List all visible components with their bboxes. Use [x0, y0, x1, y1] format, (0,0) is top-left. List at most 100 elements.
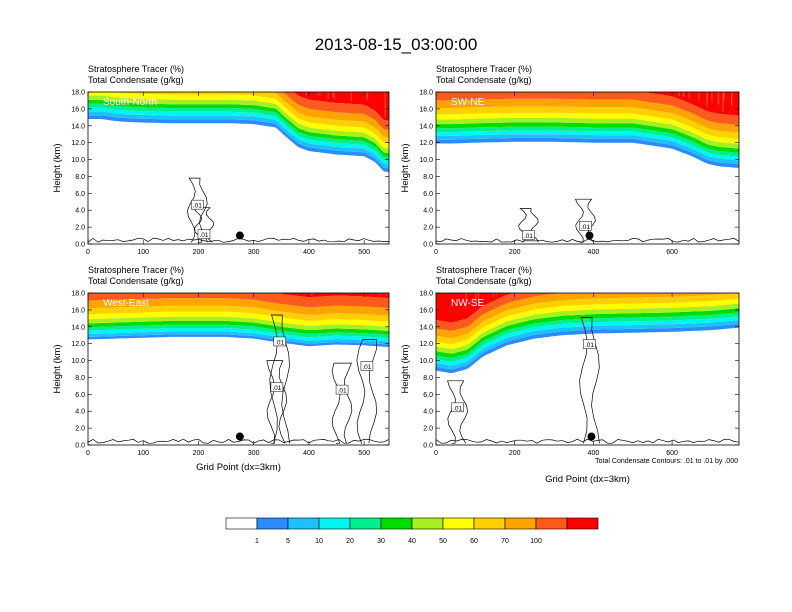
y-tick-label: 12.0	[419, 341, 433, 348]
colorbar-cell	[318, 517, 351, 530]
panel-name: SW-NE	[451, 97, 484, 108]
tracer-streak	[335, 92, 337, 100]
y-tick-label: 8.0	[75, 375, 85, 382]
tracer-band-9	[436, 98, 739, 133]
tracer-band-8	[88, 305, 389, 322]
tracer-streak	[312, 293, 314, 295]
tracer-streak	[680, 92, 682, 97]
contour-label: .01	[585, 342, 594, 349]
tracer-streak	[383, 92, 385, 106]
panel-label-tracer: Stratosphere Tracer (%)	[436, 64, 532, 74]
y-tick-label: 16.0	[71, 106, 85, 113]
tracer-streak	[371, 293, 373, 295]
colorbar-cell	[566, 517, 599, 530]
colorbar-cell	[504, 517, 537, 530]
y-axis-label: Height (km)	[52, 143, 63, 192]
tracer-band-10	[436, 293, 563, 331]
y-tick-label: 16.0	[419, 106, 433, 113]
x-tick-label: 100	[137, 249, 149, 256]
tracer-streak	[477, 293, 480, 301]
panel-nw-se: .01 .01 0.0 2.0 4.0 6.0 8.0 10.0 12.0 14.0 16.0 18.…	[400, 265, 740, 485]
colorbar-label: 20	[346, 538, 354, 545]
colorbar: 1 5 10 20 30 40 50 60 70 100	[225, 517, 599, 545]
y-tick-label: 16.0	[71, 307, 85, 314]
x-axis-label: Grid Point (dx=3km)	[545, 474, 630, 485]
contour-label: .01	[193, 203, 202, 210]
tracer-band-9	[88, 298, 389, 316]
y-tick-label: 4.0	[75, 208, 85, 215]
tracer-band-2	[436, 320, 739, 370]
colorbar-cell	[473, 517, 506, 530]
x-tick-label: 200	[509, 450, 521, 457]
colorbar-cell	[411, 517, 444, 530]
contour-label-box	[191, 199, 204, 210]
panel-label-condensate: Total Condensate (g/kg)	[88, 276, 184, 286]
plot-frame	[87, 91, 390, 245]
tracer-streak	[698, 92, 700, 100]
colorbar-label: 40	[408, 538, 416, 545]
colorbar-label: 5	[286, 538, 290, 545]
tracer-band-1	[436, 323, 739, 374]
tracer-streak	[365, 92, 367, 102]
x-tick-label: 200	[193, 249, 205, 256]
tracer-band-5	[436, 308, 739, 358]
panel-label-tracer: Stratosphere Tracer (%)	[88, 64, 184, 74]
condensate-contours	[88, 314, 389, 444]
colorbar-cell	[256, 517, 289, 530]
contour-label-box	[583, 339, 596, 349]
y-tick-label: 10.0	[71, 358, 85, 365]
tracer-band-7	[88, 311, 389, 327]
tracer-band-7	[436, 298, 739, 350]
tracer-band-9	[436, 293, 734, 339]
y-axis-label: Height (km)	[400, 143, 411, 192]
tracer-band-1	[436, 138, 739, 168]
tracer-streak	[349, 293, 351, 295]
x-axis-label: Grid Point (dx=3km)	[196, 462, 281, 473]
panel-label-condensate: Total Condensate (g/kg)	[88, 75, 184, 85]
tracer-streak	[350, 92, 352, 102]
tracer-streak	[378, 293, 380, 296]
y-tick-label: 8.0	[75, 174, 85, 181]
colorbar-label: 60	[470, 538, 478, 545]
colorbar-label: 70	[501, 538, 509, 545]
y-tick-label: 14.0	[71, 324, 85, 331]
tracer-streak	[384, 92, 386, 118]
y-tick-label: 8.0	[423, 375, 433, 382]
y-tick-label: 0.0	[423, 242, 433, 249]
tracer-streak	[723, 92, 725, 101]
tracer-streak	[386, 293, 388, 296]
tracer-streak	[483, 293, 485, 299]
y-tick-label: 12.0	[71, 341, 85, 348]
tracer-band-5	[436, 122, 739, 153]
tracer-streak	[343, 293, 345, 295]
contour-label: .01	[338, 388, 347, 395]
y-tick-label: 6.0	[75, 392, 85, 399]
tracer-streak	[731, 92, 733, 106]
y-tick-label: 4.0	[423, 409, 433, 416]
tracer-band-3	[88, 328, 389, 342]
tracer-streak	[318, 293, 320, 295]
tracer-streak	[328, 293, 330, 295]
tracer-streak	[332, 92, 334, 98]
x-tick-label: 0	[86, 249, 90, 256]
contour-label-box	[451, 402, 464, 413]
tracer-band-11	[643, 92, 739, 116]
tracer-streak	[504, 293, 506, 295]
y-tick-label: 10.0	[71, 157, 85, 164]
y-tick-label: 18.0	[419, 90, 433, 97]
y-tick-label: 0.0	[75, 242, 85, 249]
contour-label-box	[270, 382, 284, 392]
tracer-band-2	[88, 111, 389, 169]
tracer-streak	[710, 92, 712, 102]
tracer-band-5	[88, 320, 389, 335]
plot-frame	[87, 292, 390, 446]
tracer-band-2	[436, 134, 739, 165]
tracer-streak	[719, 92, 721, 108]
location-marker	[585, 231, 594, 240]
y-axis-label: Height (km)	[400, 344, 411, 393]
contour-label: .01	[453, 405, 462, 412]
panel-west-east: .01 .01 .01 .01 0.0 2.0 4.0 6.0 8.0 10.0 12.0 14.0 1…	[52, 265, 390, 473]
tracer-band-4	[88, 103, 389, 161]
tracer-band-8	[436, 106, 739, 139]
panel-label-tracer: Stratosphere Tracer (%)	[436, 265, 532, 275]
